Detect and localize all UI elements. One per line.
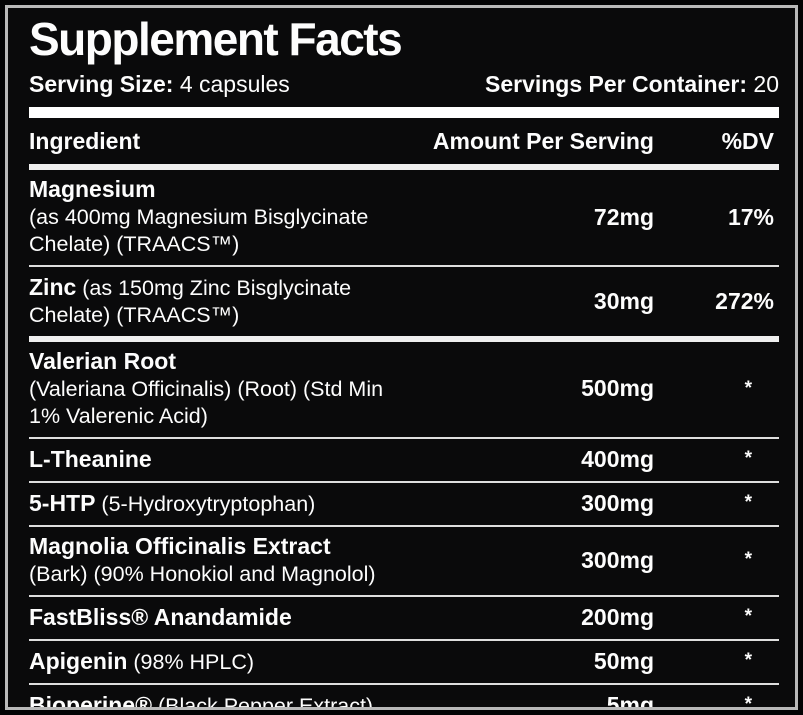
serving-size-label: Serving Size: — [29, 71, 174, 98]
ingredient-detail: (as 400mg Magnesium Bisglycinate Chelate… — [29, 205, 369, 257]
serving-size: Serving Size: 4 capsules — [29, 71, 290, 98]
ingredient-name: Valerian Root — [29, 348, 176, 375]
ingredient-amount: 400mg — [581, 445, 654, 472]
ingredient-amount: 30mg — [593, 287, 654, 314]
row-divider — [29, 436, 779, 439]
ingredient-name-cell: Bioperine® (Black Pepper Extract) — [29, 691, 404, 710]
ingredient-amount: 5mg — [606, 691, 654, 710]
ingredient-dv: * — [744, 650, 752, 672]
ingredient-detail: (Bark) (90% Honokiol and Magnolol) — [29, 561, 376, 586]
top-divider-bar — [29, 107, 779, 119]
ingredient-rows: Magnesium (as 400mg Magnesium Bisglycinat… — [29, 170, 779, 710]
row-divider — [29, 265, 779, 268]
ingredient-detail: (5-Hydroxytryptophan) — [95, 491, 316, 516]
column-header-dv: %DV — [721, 128, 774, 155]
ingredient-name: Magnesium — [29, 176, 156, 203]
ingredient-name-cell: Apigenin (98% HPLC) — [29, 648, 404, 675]
serving-info-row: Serving Size: 4 capsules Servings Per Co… — [29, 71, 779, 98]
servings-per-container: Servings Per Container: 20 — [485, 71, 779, 98]
servings-per-container-value: 20 — [753, 71, 779, 98]
ingredient-dv: * — [744, 492, 752, 514]
servings-per-container-label: Servings Per Container: — [484, 71, 748, 98]
column-header-amount: Amount Per Serving — [432, 128, 654, 155]
ingredient-amount: 50mg — [593, 647, 654, 674]
ingredient-row: FastBliss® Anandamide 200mg * — [29, 597, 779, 639]
row-divider — [29, 638, 779, 641]
ingredient-row: Magnolia Officinalis Extract (Bark) (90% … — [29, 527, 779, 595]
ingredient-name-cell: Magnesium (as 400mg Magnesium Bisglycinat… — [29, 176, 404, 258]
ingredient-name: FastBliss® Anandamide — [29, 603, 292, 630]
ingredient-detail: (Black Pepper Extract) — [152, 693, 374, 710]
ingredient-dv: 17% — [727, 203, 774, 230]
ingredient-detail: (98% HPLC) — [127, 649, 255, 674]
row-divider — [29, 524, 779, 527]
ingredient-row: Valerian Root (Valeriana Officinalis) (Ro… — [29, 342, 779, 437]
ingredient-name-cell: L-Theanine — [29, 446, 404, 473]
header-divider — [29, 164, 779, 171]
ingredient-dv: * — [744, 549, 752, 571]
column-header-ingredient: Ingredient — [29, 128, 141, 155]
ingredient-name-cell: Valerian Root (Valeriana Officinalis) (Ro… — [29, 348, 404, 430]
ingredient-amount: 500mg — [581, 375, 654, 402]
row-divider — [29, 480, 779, 483]
ingredient-row: L-Theanine 400mg * — [29, 439, 779, 481]
ingredient-dv: 272% — [715, 287, 774, 314]
ingredient-row: Bioperine® (Black Pepper Extract) 5mg * — [29, 685, 779, 710]
ingredient-amount: 300mg — [581, 546, 654, 573]
ingredient-amount: 72mg — [593, 203, 654, 230]
ingredient-row: 5-HTP (5-Hydroxytryptophan) 300mg * — [29, 483, 779, 525]
ingredient-detail: (as 150mg Zinc Bisglycinate Chelate) (TR… — [29, 276, 352, 328]
ingredient-dv: * — [744, 377, 752, 399]
ingredient-name: Magnolia Officinalis Extract — [29, 532, 331, 559]
ingredient-name-cell: FastBliss® Anandamide — [29, 604, 404, 631]
serving-size-value: 4 capsules — [179, 71, 290, 98]
ingredient-name: Bioperine® — [29, 691, 153, 710]
ingredient-name-cell: 5-HTP (5-Hydroxytryptophan) — [29, 490, 404, 517]
ingredient-detail: (Valeriana Officinalis) (Root) (Std Min … — [29, 377, 384, 428]
ingredient-dv: * — [744, 448, 752, 470]
ingredient-name-cell: Zinc (as 150mg Zinc Bisglycinate Chelate… — [29, 274, 404, 328]
ingredient-name-cell: Magnolia Officinalis Extract (Bark) (90% … — [29, 533, 404, 588]
row-divider — [29, 336, 779, 343]
ingredient-amount: 300mg — [581, 489, 654, 516]
column-header-row: Ingredient Amount Per Serving %DV — [29, 118, 779, 164]
ingredient-dv: * — [744, 606, 752, 628]
ingredient-row: Apigenin (98% HPLC) 50mg * — [29, 641, 779, 683]
panel-title: Supplement Facts — [29, 13, 403, 65]
ingredient-name: 5-HTP — [29, 489, 96, 516]
supplement-facts-panel: Supplement Facts Serving Size: 4 capsule… — [5, 5, 798, 710]
ingredient-name: Zinc — [29, 274, 77, 301]
ingredient-row: Magnesium (as 400mg Magnesium Bisglycinat… — [29, 170, 779, 265]
ingredient-name: L-Theanine — [29, 445, 152, 472]
row-divider — [29, 594, 779, 597]
row-divider — [29, 682, 779, 685]
ingredient-name: Apigenin — [29, 647, 128, 674]
ingredient-amount: 200mg — [581, 603, 654, 630]
ingredient-row: Zinc (as 150mg Zinc Bisglycinate Chelate… — [29, 267, 779, 336]
ingredient-dv: * — [744, 694, 752, 710]
